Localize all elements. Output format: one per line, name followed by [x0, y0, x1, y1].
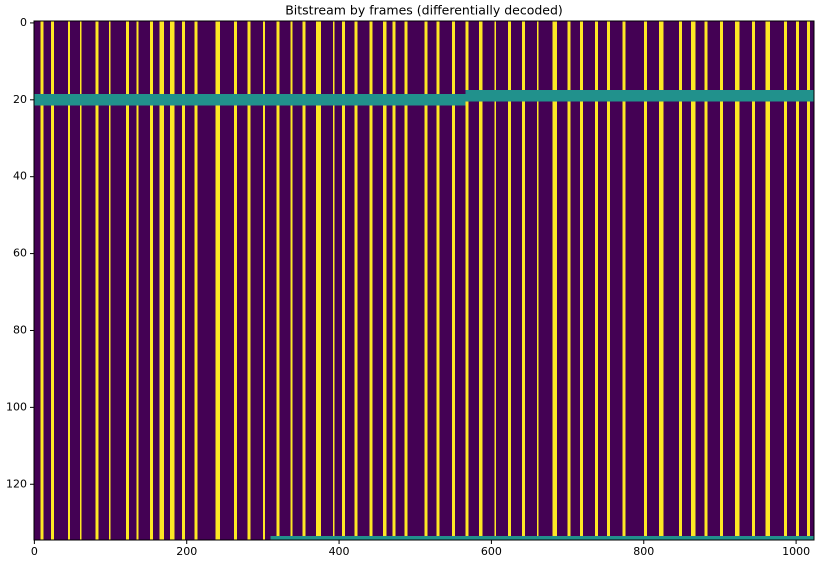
stripe [40, 21, 44, 540]
stripe [383, 21, 387, 540]
sync-band [465, 90, 814, 102]
sync-band [270, 536, 814, 540]
stripe [67, 21, 71, 540]
stripe [436, 21, 440, 540]
stripe [719, 21, 723, 540]
stripe [607, 21, 611, 540]
stripe [465, 21, 469, 540]
stripe [332, 21, 335, 540]
stripe [537, 21, 539, 540]
stripe [302, 21, 306, 540]
stripe [451, 21, 455, 540]
stripe [508, 21, 512, 540]
stripe [80, 21, 82, 540]
stripe [579, 21, 583, 540]
stripe [51, 21, 55, 540]
stripe [552, 21, 557, 540]
y-tick-label: 40 [13, 170, 27, 183]
stripe [404, 21, 408, 540]
stripe [643, 21, 647, 540]
stripe [215, 21, 221, 540]
stripe [704, 21, 708, 540]
stripe [194, 21, 198, 540]
y-tick-label: 20 [13, 93, 27, 106]
stripe [262, 21, 266, 540]
stripe [392, 21, 396, 540]
stripe [783, 21, 787, 540]
y-tick-label: 60 [13, 247, 27, 260]
stripe [95, 21, 99, 540]
chart-title: Bitstream by frames (differentially deco… [285, 3, 563, 18]
stripe [182, 21, 186, 540]
stripe [136, 21, 139, 540]
stripe [765, 21, 771, 540]
x-tick-label: 1000 [782, 545, 810, 558]
x-tick-label: 800 [633, 545, 654, 558]
stripe [354, 21, 358, 540]
stripe [494, 21, 496, 540]
stripe [796, 21, 800, 540]
stripe [233, 21, 237, 540]
stripe [342, 21, 346, 540]
y-tick-label: 0 [20, 16, 27, 29]
stripe [316, 21, 321, 540]
x-tick-label: 0 [31, 545, 38, 558]
stripe [109, 21, 111, 540]
stripe [678, 21, 682, 540]
x-tick-label: 400 [329, 545, 350, 558]
stripe [658, 21, 664, 540]
axes-frame [33, 20, 815, 541]
stripe [622, 21, 626, 540]
stripe [424, 21, 428, 540]
stripe [150, 21, 154, 540]
stripe [290, 21, 293, 540]
stripe [369, 21, 373, 540]
stripe [479, 21, 483, 540]
x-tick-label: 200 [176, 545, 197, 558]
y-tick-label: 80 [13, 323, 27, 336]
heatmap-background [34, 21, 814, 540]
x-tick-label: 600 [481, 545, 502, 558]
y-tick-label: 100 [6, 400, 27, 413]
stripe [806, 21, 810, 540]
stripe [125, 21, 129, 540]
stripe [690, 21, 696, 540]
stripe [521, 21, 525, 540]
sync-band [34, 94, 466, 106]
stripe [567, 21, 571, 540]
stripe [169, 21, 175, 540]
stripe [595, 21, 599, 540]
stripe [735, 21, 740, 540]
stripe [276, 21, 280, 540]
stripe [751, 21, 755, 540]
y-tick-label: 120 [6, 477, 27, 490]
stripe [247, 21, 251, 540]
stripe [159, 21, 164, 540]
